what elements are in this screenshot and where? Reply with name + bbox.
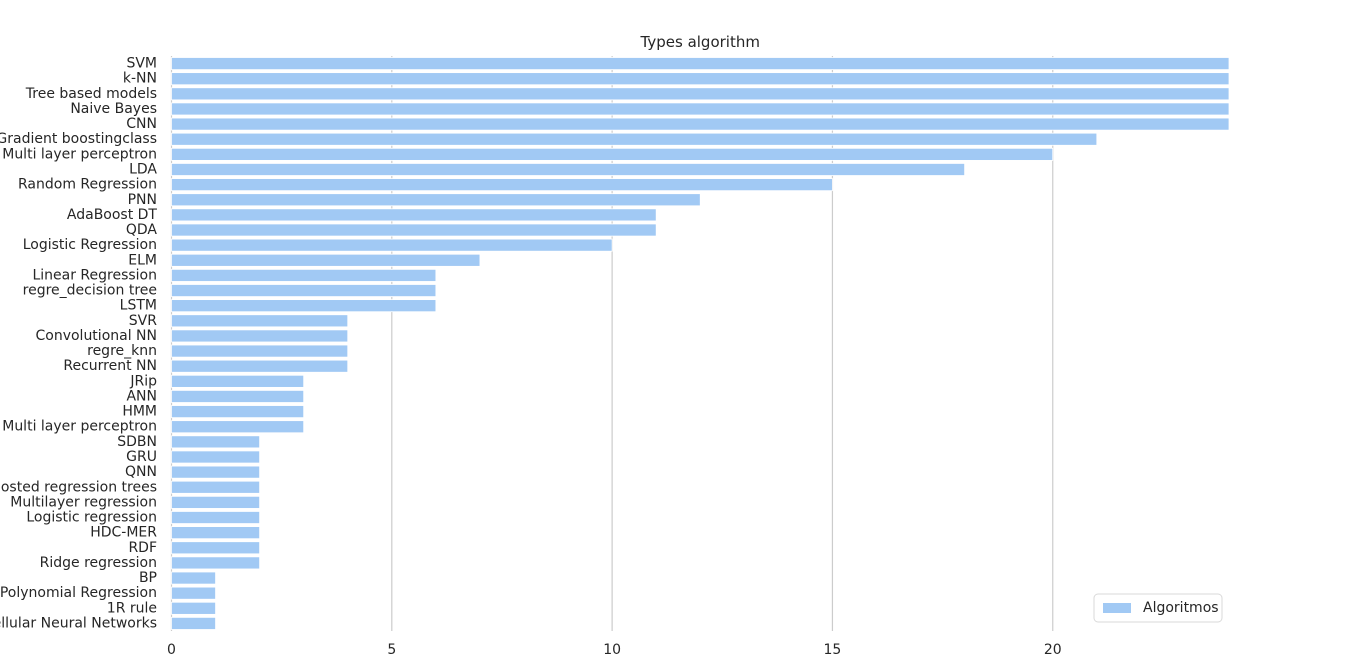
- bar: [171, 390, 305, 403]
- chart-title: Types algorithm: [640, 33, 760, 51]
- bar: [171, 541, 261, 555]
- bar: [171, 571, 216, 585]
- category-label: Multilayer regression: [10, 494, 157, 510]
- category-label: PNN: [128, 192, 157, 208]
- category-label: HDC-MER: [90, 525, 157, 541]
- bar: [171, 420, 305, 434]
- category-label: SVM: [126, 56, 157, 72]
- bar: [171, 223, 657, 237]
- bar: [171, 102, 1230, 116]
- category-label: ELM: [128, 252, 157, 268]
- bar: [171, 57, 1230, 71]
- bar: [171, 284, 437, 297]
- category-label: SVR: [129, 313, 157, 329]
- category-label: Multi layer perceptron: [2, 419, 157, 435]
- category-label: Naive Bayes: [70, 101, 157, 117]
- category-label: Boosted regression trees: [0, 479, 157, 495]
- category-label: HMM: [122, 404, 157, 420]
- category-label: Recurrent NN: [63, 358, 157, 374]
- bar: [171, 208, 657, 222]
- category-label: Convolutional NN: [35, 328, 157, 344]
- bar: [171, 495, 261, 509]
- category-label: LSTM: [120, 298, 157, 314]
- category-label: Logistic regression: [26, 510, 157, 526]
- bar: [171, 556, 261, 570]
- bar: [171, 480, 261, 494]
- bar: [171, 526, 261, 540]
- bar: [171, 511, 261, 524]
- bar: [171, 238, 613, 252]
- category-label: GRU: [126, 449, 157, 465]
- bar: [171, 359, 349, 373]
- category-label: Tree based models: [25, 86, 157, 102]
- category-label: CNN: [126, 116, 157, 132]
- category-label: JRip: [129, 373, 157, 389]
- legend-box: [1093, 593, 1223, 623]
- category-label: Multi layer perceptron: [2, 146, 157, 162]
- bar: [171, 450, 261, 464]
- bar: [171, 178, 833, 192]
- category-label: LDA: [129, 161, 157, 177]
- category-label: Linear Regression: [32, 267, 157, 283]
- category-label: BP: [139, 570, 157, 586]
- bar: [171, 132, 1098, 146]
- legend: Algoritmos: [1093, 593, 1223, 623]
- bar: [171, 465, 261, 479]
- category-label: ANN: [126, 388, 157, 404]
- bar: [171, 601, 216, 615]
- legend-label: Algoritmos: [1143, 600, 1219, 616]
- x-tick-label: 15: [824, 642, 842, 658]
- bar: [171, 72, 1230, 86]
- bar: [171, 616, 216, 630]
- bar: [171, 268, 437, 282]
- bar: [171, 344, 349, 358]
- bar: [171, 87, 1230, 101]
- x-tick-label: 5: [387, 642, 396, 658]
- bar: [171, 314, 349, 328]
- x-tick-label: 0: [167, 642, 176, 658]
- bar: [171, 405, 305, 419]
- bar: [171, 299, 437, 313]
- bar: [171, 329, 349, 343]
- bar: [171, 117, 1230, 131]
- category-label: Logistic Regression: [23, 237, 157, 253]
- bar: [171, 435, 261, 449]
- category-label: Ridge regression: [40, 555, 157, 571]
- bar: [171, 253, 481, 267]
- category-label: regre_decision tree: [23, 283, 157, 299]
- bar: [171, 193, 701, 207]
- category-label: QDA: [126, 222, 158, 238]
- category-label: QNN: [125, 464, 157, 480]
- category-label: RDF: [128, 540, 157, 556]
- x-tick-label: 10: [603, 642, 621, 658]
- bar: [171, 374, 305, 388]
- bars: [171, 57, 1230, 630]
- category-label: Gradient boostingclass: [0, 131, 157, 147]
- x-tick-label: 20: [1044, 642, 1062, 658]
- category-label: SDBN: [117, 434, 157, 450]
- legend-swatch: [1103, 603, 1131, 613]
- category-label: k-NN: [123, 71, 157, 87]
- bar: [171, 147, 1054, 161]
- category-label: 1R rule: [107, 600, 157, 616]
- bar: [171, 586, 216, 600]
- category-label: Polynomial Regression: [0, 585, 157, 601]
- category-label: regre_knn: [87, 343, 157, 359]
- category-label: Random Regression: [18, 177, 157, 193]
- x-tick-labels: 0 5 10 15 20: [167, 642, 1062, 658]
- category-label: Cellular Neural Networks: [0, 615, 157, 631]
- category-label: AdaBoost DT: [67, 207, 158, 223]
- bar: [171, 163, 966, 176]
